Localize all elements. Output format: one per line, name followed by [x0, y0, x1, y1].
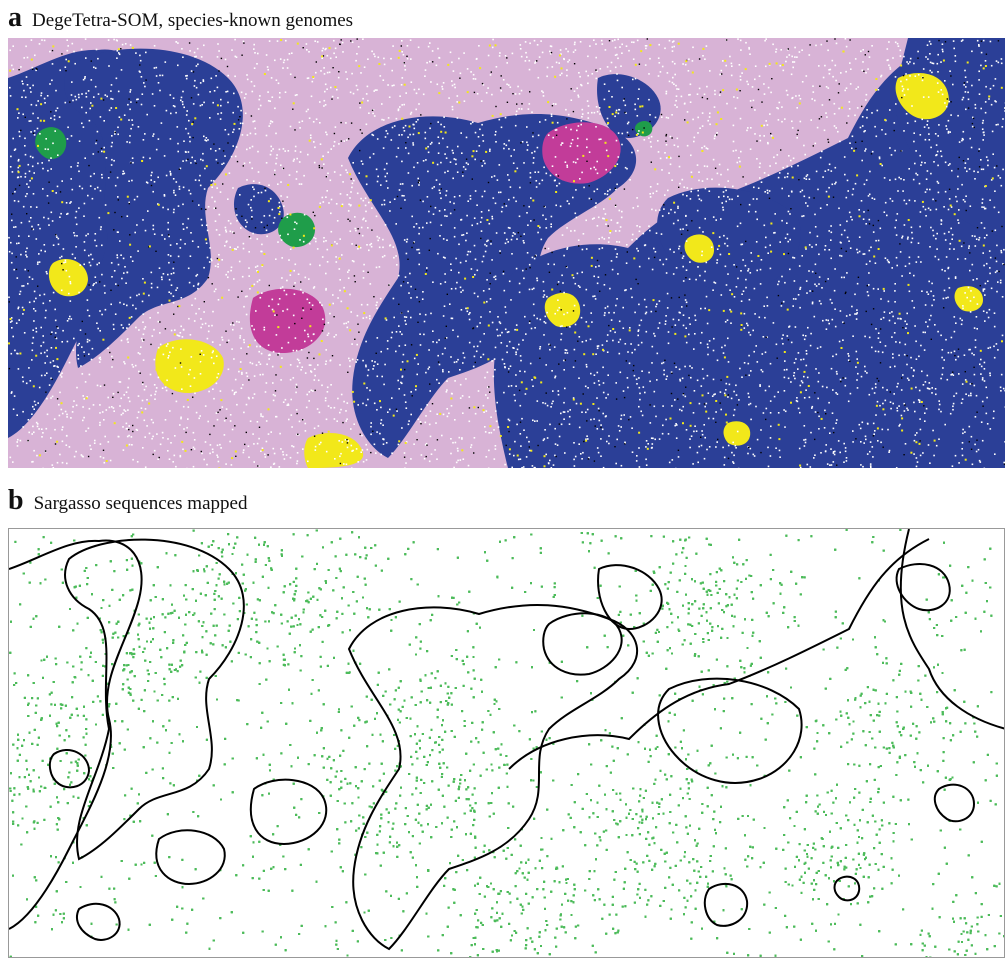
som-map-b-graphic [9, 529, 1004, 957]
panel-a-label: a DegeTetra-SOM, species-known genomes [8, 4, 353, 32]
panel-b-label: b Sargasso sequences mapped [8, 487, 247, 515]
panel-a-letter: a [8, 2, 22, 33]
white-speckle-dots [8, 38, 1005, 468]
blue-cluster-regions [8, 38, 1005, 468]
black-speckle-dots [8, 38, 1005, 467]
som-map-a-graphic [8, 38, 1005, 468]
yellow-speckle-dots [8, 39, 1003, 468]
panel-b-caption: Sargasso sequences mapped [33, 493, 248, 514]
sargasso-sequence-dots [9, 529, 1004, 957]
som-map-species-known [8, 38, 1005, 468]
magenta-cluster-regions [249, 122, 621, 353]
cluster-boundary-contours [9, 529, 1004, 951]
som-map-sargasso-mapped [8, 528, 1005, 958]
panel-b-letter: b [8, 485, 24, 516]
panel-a-caption: DegeTetra-SOM, species-known genomes [32, 10, 354, 31]
yellow-cluster-regions [48, 73, 983, 468]
